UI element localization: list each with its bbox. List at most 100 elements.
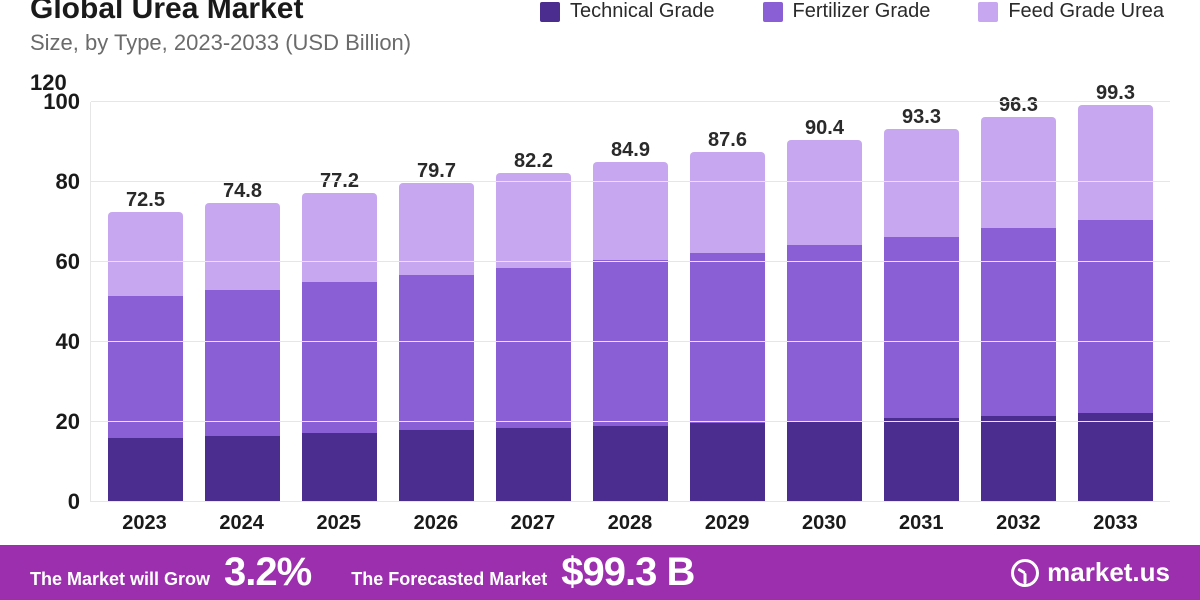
legend-swatch: [540, 2, 560, 22]
bar-segment: [981, 117, 1057, 228]
bar-slot: 96.3: [970, 102, 1067, 502]
chart-container: Global Urea Market Size, by Type, 2023-2…: [0, 0, 1200, 545]
bar-value-label: 74.8: [223, 180, 262, 203]
bar-segment: [690, 152, 766, 253]
bar-value-label: 84.9: [611, 139, 650, 162]
bar-slot: 77.2: [291, 102, 388, 502]
gridline: [91, 501, 1170, 502]
gridline: [91, 341, 1170, 342]
bar-slot: 79.7: [388, 102, 485, 502]
stacked-bar: [1078, 105, 1154, 502]
bar-segment: [496, 173, 572, 268]
x-tick: 2024: [193, 512, 290, 535]
footer-growth-label: The Market will Grow: [30, 570, 210, 590]
bar-segment: [593, 162, 669, 260]
bar-segment: [787, 421, 863, 502]
bar-segment: [593, 260, 669, 426]
stacked-bar: [690, 152, 766, 502]
x-tick: 2030: [776, 512, 873, 535]
gridline: [91, 101, 1170, 102]
bar-segment: [884, 237, 960, 419]
legend-label: Technical Grade: [570, 0, 715, 23]
legend-swatch: [763, 2, 783, 22]
bar-segment: [690, 253, 766, 423]
y-tick: 40: [56, 329, 80, 355]
gridline: [91, 421, 1170, 422]
chart-legend: Technical Grade Fertilizer Grade Feed Grad…: [510, 0, 1164, 23]
bar-segment: [205, 290, 281, 436]
bar-value-label: 79.7: [417, 160, 456, 183]
x-tick: 2025: [290, 512, 387, 535]
y-tick: 100: [43, 89, 80, 115]
legend-label: Fertilizer Grade: [793, 0, 931, 23]
bar-slot: 99.3: [1067, 102, 1164, 502]
bar-segment: [496, 268, 572, 428]
stacked-bar: [108, 212, 184, 502]
bar-segment: [108, 296, 184, 438]
footer-forecast: The Forecasted Market $99.3 B: [351, 550, 694, 595]
x-tick: 2023: [96, 512, 193, 535]
stacked-bar: [593, 162, 669, 502]
gridline: [91, 261, 1170, 262]
bars-group: 72.5 74.8 77.2 79.7 82.2 84.9 87.6 90.4 93.3 96.3…: [91, 102, 1170, 502]
bar-segment: [787, 245, 863, 421]
x-axis: 2023202420252026202720282029203020312032…: [90, 502, 1170, 535]
bar-value-label: 96.3: [999, 94, 1038, 117]
x-tick: 2029: [679, 512, 776, 535]
x-tick: 2031: [873, 512, 970, 535]
bar-segment: [399, 275, 475, 430]
bar-slot: 74.8: [194, 102, 291, 502]
bar-segment: [108, 212, 184, 296]
bar-value-label: 93.3: [902, 106, 941, 129]
x-tick: 2026: [387, 512, 484, 535]
bar-segment: [205, 436, 281, 502]
bar-slot: 72.5: [97, 102, 194, 502]
y-tick: 60: [56, 249, 80, 275]
stacked-bar: [399, 183, 475, 502]
bar-slot: 84.9: [582, 102, 679, 502]
bar-segment: [1078, 413, 1154, 502]
legend-label: Feed Grade Urea: [1008, 0, 1164, 23]
bar-segment: [302, 282, 378, 433]
bar-segment: [302, 193, 378, 282]
bar-segment: [981, 228, 1057, 416]
bar-slot: 93.3: [873, 102, 970, 502]
bar-segment: [496, 428, 572, 502]
stacked-bar: [205, 203, 281, 502]
footer-growth-value: 3.2%: [224, 550, 311, 595]
y-tick: 20: [56, 409, 80, 435]
legend-swatch: [978, 2, 998, 22]
bar-segment: [1078, 105, 1154, 220]
stacked-bar: [981, 117, 1057, 502]
bar-segment: [302, 433, 378, 502]
brand-text: market.us: [1047, 557, 1170, 588]
bar-segment: [108, 438, 184, 502]
chart-title: Global Urea Market: [30, 0, 510, 24]
bar-segment: [884, 418, 960, 502]
gridline: [91, 181, 1170, 182]
brand-logo: market.us: [1011, 557, 1170, 588]
footer-banner: The Market will Grow 3.2% The Forecasted…: [0, 545, 1200, 600]
bar-slot: 90.4: [776, 102, 873, 502]
bar-value-label: 87.6: [708, 129, 747, 152]
plot-grid: 72.5 74.8 77.2 79.7 82.2 84.9 87.6 90.4 93.3 96.3…: [90, 102, 1170, 502]
x-tick: 2032: [970, 512, 1067, 535]
stacked-bar: [884, 129, 960, 502]
bar-slot: 82.2: [485, 102, 582, 502]
clock-icon: [1011, 559, 1039, 587]
bar-segment: [205, 203, 281, 290]
bar-segment: [981, 416, 1057, 502]
stacked-bar: [302, 193, 378, 502]
bar-value-label: 72.5: [126, 189, 165, 212]
x-tick: 2028: [581, 512, 678, 535]
legend-item: Feed Grade Urea: [978, 0, 1164, 23]
stacked-bar: [496, 173, 572, 502]
plot-area: 020406080100 72.574.877.279.782.284.987.…: [30, 102, 1170, 502]
bar-segment: [1078, 220, 1154, 414]
bar-value-label: 90.4: [805, 117, 844, 140]
chart-header: Global Urea Market Size, by Type, 2023-2…: [30, 0, 1170, 56]
bar-segment: [787, 140, 863, 244]
legend-item: Technical Grade: [540, 0, 715, 23]
y-tick: 0: [68, 489, 80, 515]
footer-forecast-label: The Forecasted Market: [351, 570, 547, 590]
